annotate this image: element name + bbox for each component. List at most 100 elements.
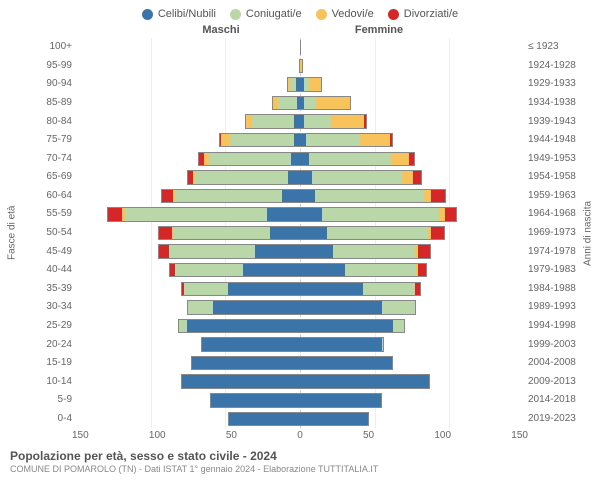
segment xyxy=(267,207,300,221)
segment xyxy=(230,133,294,147)
pyramid-row xyxy=(76,298,524,317)
male-bar xyxy=(76,189,300,203)
pyramid-row xyxy=(76,335,524,354)
pyramid-row xyxy=(76,224,524,243)
age-label: 100+ xyxy=(20,38,76,57)
segment xyxy=(181,374,300,388)
x-tick: 100 xyxy=(434,430,451,441)
segment xyxy=(300,412,369,426)
segment xyxy=(393,319,405,333)
age-axis: 100+95-9990-9485-8980-8475-7970-7465-696… xyxy=(20,38,76,428)
pyramid-row xyxy=(76,38,524,57)
age-label: 20-24 xyxy=(20,335,76,354)
segment xyxy=(300,393,382,407)
segment xyxy=(445,207,457,221)
segment xyxy=(191,356,300,370)
birth-label: 1964-1968 xyxy=(524,205,580,224)
segment xyxy=(327,226,429,240)
x-tick: 50 xyxy=(226,430,237,441)
segment xyxy=(300,300,382,314)
age-label: 40-44 xyxy=(20,261,76,280)
male-bar xyxy=(76,263,300,277)
female-bar xyxy=(300,189,524,203)
female-bar xyxy=(300,374,524,388)
segment xyxy=(331,114,364,128)
female-bar xyxy=(300,133,524,147)
segment xyxy=(418,244,431,258)
pyramid-row xyxy=(76,317,524,336)
female-bar xyxy=(300,96,524,110)
segment xyxy=(333,244,415,258)
birth-label: 1994-1998 xyxy=(524,317,580,336)
footer-title: Popolazione per età, sesso e stato civil… xyxy=(10,449,590,463)
male-bar xyxy=(76,40,300,54)
female-bar xyxy=(300,59,524,73)
birth-label: 1929-1933 xyxy=(524,75,580,94)
segment xyxy=(300,263,345,277)
legend-item: Divorziati/e xyxy=(388,8,458,20)
female-bar xyxy=(300,393,524,407)
segment xyxy=(309,152,391,166)
male-bar xyxy=(76,152,300,166)
male-bar xyxy=(76,59,300,73)
segment xyxy=(390,133,393,147)
legend-item: Coniugati/e xyxy=(230,8,302,20)
birth-label: ≤ 1923 xyxy=(524,38,580,57)
legend-swatch xyxy=(388,9,399,20)
x-axis: 15010050050100150 xyxy=(0,428,600,443)
segment xyxy=(304,96,316,110)
pyramid-row xyxy=(76,354,524,373)
legend-label: Divorziati/e xyxy=(404,8,458,20)
birth-label: 1924-1928 xyxy=(524,57,580,76)
segment xyxy=(364,114,367,128)
footer: Popolazione per età, sesso e stato civil… xyxy=(0,443,600,474)
male-bar xyxy=(76,356,300,370)
age-label: 50-54 xyxy=(20,224,76,243)
segment xyxy=(315,189,424,203)
segment xyxy=(415,300,416,314)
segment xyxy=(300,244,333,258)
male-bar xyxy=(76,412,300,426)
pyramid-row xyxy=(76,131,524,150)
pyramid-row xyxy=(76,391,524,410)
age-label: 60-64 xyxy=(20,187,76,206)
segment xyxy=(195,170,288,184)
segment xyxy=(431,226,444,240)
female-label: Femmine xyxy=(300,24,458,36)
birth-label: 1974-1978 xyxy=(524,242,580,261)
birth-label: 2004-2008 xyxy=(524,354,580,373)
age-label: 0-4 xyxy=(20,410,76,429)
segment xyxy=(221,133,230,147)
female-bar xyxy=(300,77,524,91)
age-label: 75-79 xyxy=(20,131,76,150)
female-bar xyxy=(300,244,524,258)
right-axis-title: Anni di nascita xyxy=(580,38,596,428)
segment xyxy=(363,282,415,296)
pyramid-row xyxy=(76,57,524,76)
birth-label: 1954-1958 xyxy=(524,168,580,187)
female-bar xyxy=(300,300,524,314)
segment xyxy=(300,226,327,240)
male-bar xyxy=(76,393,300,407)
segment xyxy=(382,300,415,314)
segment xyxy=(306,133,360,147)
legend-swatch xyxy=(316,9,327,20)
birth-label: 1939-1943 xyxy=(524,112,580,131)
x-tick: 50 xyxy=(363,430,374,441)
pyramid-row xyxy=(76,280,524,299)
segment xyxy=(255,244,300,258)
legend: Celibi/NubiliConiugati/eVedovi/eDivorzia… xyxy=(0,0,600,24)
birth-label: 1959-1963 xyxy=(524,187,580,206)
segment xyxy=(309,77,322,91)
segment xyxy=(300,59,303,73)
male-bar xyxy=(76,77,300,91)
segment xyxy=(252,114,294,128)
segment xyxy=(300,374,430,388)
age-label: 10-14 xyxy=(20,372,76,391)
pyramid-row xyxy=(76,94,524,113)
segment xyxy=(418,263,427,277)
x-tick: 0 xyxy=(297,430,303,441)
female-bar xyxy=(300,226,524,240)
segment xyxy=(304,114,331,128)
female-bar xyxy=(300,412,524,426)
